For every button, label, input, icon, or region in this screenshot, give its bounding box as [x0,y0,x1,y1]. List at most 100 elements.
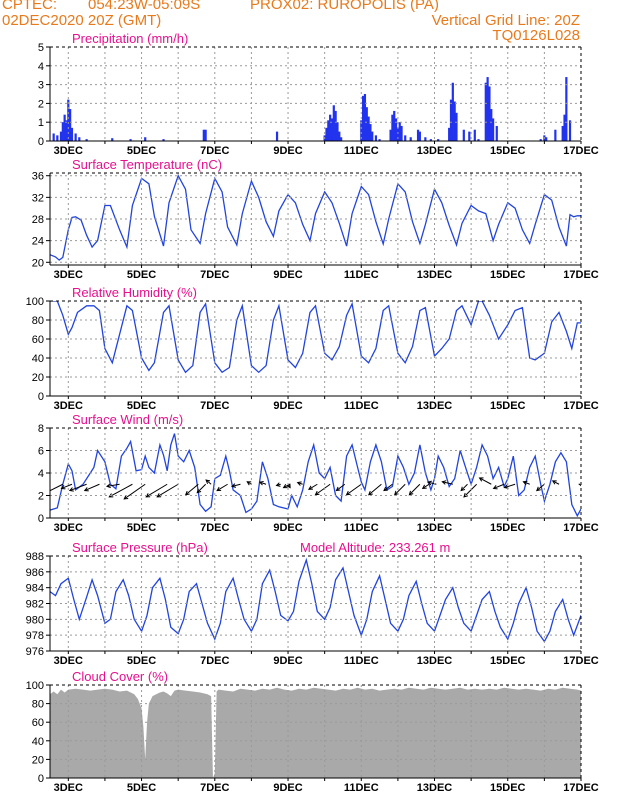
cloud-cover-area [50,687,581,778]
precip-bar [70,127,74,141]
wind-arrowhead [441,480,447,485]
precip-bar [367,116,370,141]
pressure-subtitle: Model Altitude: 233.261 m [300,540,450,555]
x-tick-label: 3DEC [54,400,83,412]
wind-arrowhead [368,490,373,496]
header-coordinates: 054:23W-05:09S [88,0,201,13]
precip-bar [67,99,70,141]
wind-arrowhead [68,487,74,492]
wind-arrowhead [408,490,414,496]
temperature-title: Surface Temperature (nC) [72,157,222,172]
x-tick-label: 5DEC [127,269,156,281]
wind-arrowhead [578,483,581,487]
x-tick-label: 17DEC [563,655,599,667]
wind-arrow [283,483,291,489]
wind-arrow [145,483,168,498]
wind-arrowhead [314,490,320,496]
wind-arrowhead [60,485,66,490]
wind-title: Surface Wind (m/s) [72,412,183,427]
precip-bar [561,125,564,141]
wind-arrow [336,483,346,491]
y-tick-label: 32 [32,192,44,204]
x-tick-label: 7DEC [200,145,229,157]
humidity-line [50,301,581,374]
y-tick-label: 4 [38,61,44,73]
wind-arrowhead [296,481,302,486]
wind-arrow [442,481,453,485]
y-tick-label: 3 [38,80,44,92]
pressure-series [50,557,581,643]
wind-arrow [259,481,267,485]
wind-arrowhead [286,483,291,489]
precip-bar [327,120,330,141]
wind-series [50,433,581,518]
x-tick-label: 11DEC [344,145,379,157]
wind-arrowhead [460,486,466,492]
wind-arrowhead [551,480,557,485]
humidity-series [50,301,581,374]
temperature-line [50,174,581,261]
precip-bar [393,110,396,141]
y-tick-label: 5 [38,42,44,54]
wind-arrowhead [282,483,288,489]
wind-arrow [231,483,241,487]
precip-bar [455,112,458,141]
wind-arrowhead [345,490,351,496]
precip-bar [394,118,398,141]
x-tick-label: 3DEC [54,782,83,794]
precip-bar [418,131,421,141]
precip-bar [495,125,498,141]
precip-bar [85,139,88,141]
precip-bar [374,135,378,141]
precip-bar [162,139,165,141]
precip-bar [424,137,427,141]
x-tick-label: 9DEC [273,522,302,534]
header-cptec-label: CPTEC: [2,0,58,13]
precip-bar [69,109,72,141]
x-tick-label: 3DEC [54,655,83,667]
precip-bar [462,129,465,141]
wind-arrowhead [492,485,498,490]
x-tick-label: 3DEC [54,522,83,534]
precip-bar [448,127,451,141]
precip-bar [488,86,491,141]
y-tick-label: 976 [26,646,44,658]
wind-arrowhead [246,481,252,486]
precip-bar [74,133,77,141]
y-tick-label: 8 [38,423,44,435]
y-tick-label: 28 [32,214,44,226]
wind-arrow [523,481,530,485]
precip-bar [404,135,407,141]
x-tick-label: 13DEC [417,522,453,534]
precip-bar [336,122,339,141]
x-tick-label: 3DEC [54,145,83,157]
precip-bar [365,107,368,141]
y-tick-label: 20 [32,754,44,766]
x-tick-label: 9DEC [273,145,302,157]
x-tick-label: 3DEC [54,269,83,281]
wind-arrow [368,483,382,496]
wind-arrowhead [83,487,89,492]
precip-bar [473,129,476,141]
precip-bar [371,131,374,141]
pressure-title: Surface Pressure (hPa) [72,540,208,555]
wind-arrowhead [50,492,51,494]
y-tick-label: 0 [38,773,44,785]
precip-bar [453,101,456,141]
x-tick-label: 5DEC [127,655,156,667]
wind-arrowhead [335,486,341,492]
wind-arrowhead [393,490,399,496]
header-run-code: TQ0126L028 [492,27,580,44]
header-grid-note: Vertical Grid Line: 20Z [431,12,580,29]
x-tick-label: 5DEC [127,522,156,534]
wind-arrowhead [205,479,211,484]
precip-bar [363,94,367,141]
y-tick-label: 80 [32,699,44,711]
y-tick-label: 100 [26,680,44,692]
precip-bar [332,105,335,141]
precip-bar [437,139,440,141]
precip-bar [56,135,59,141]
wind-arrow [106,483,120,487]
x-tick-label: 7DEC [200,269,229,281]
x-tick-label: 11DEC [344,782,379,794]
